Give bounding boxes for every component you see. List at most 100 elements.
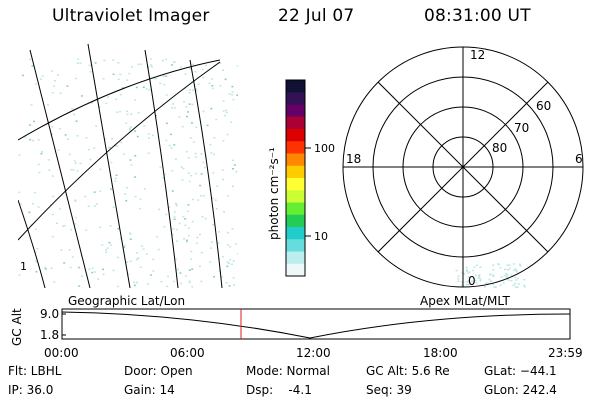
x-tick-00: 00:00 — [44, 346, 79, 360]
polar-label-80: 80 — [492, 141, 507, 155]
speckle — [106, 247, 109, 249]
speckle — [37, 206, 40, 208]
speckle — [116, 285, 119, 288]
speckle — [126, 110, 128, 113]
speckle — [200, 153, 203, 155]
speckle — [221, 255, 224, 258]
speckle — [133, 284, 136, 287]
speckle — [211, 241, 213, 243]
speckle — [112, 206, 115, 208]
speckle — [59, 92, 62, 94]
speckle — [209, 261, 212, 263]
speckle — [490, 280, 492, 282]
speckle — [79, 162, 82, 165]
speckle — [222, 110, 225, 113]
speckle — [479, 266, 482, 268]
speckle — [78, 285, 81, 287]
speckle — [184, 224, 187, 226]
speckle — [91, 271, 94, 274]
speckle — [33, 120, 35, 123]
speckle — [188, 92, 191, 94]
glat-info: GLat: −44.1 — [484, 364, 557, 378]
speckle — [455, 269, 458, 272]
speckle — [143, 125, 146, 127]
speckle — [232, 168, 234, 170]
speckle — [145, 253, 148, 255]
timeline-panel: 9.0 1.8 GC Alt Geographic Lat/Lon Apex M… — [10, 294, 571, 346]
speckle — [467, 280, 470, 282]
speckle — [29, 58, 32, 61]
speckle — [184, 73, 187, 75]
speckle — [73, 113, 76, 116]
speckle — [226, 265, 229, 268]
speckle — [135, 258, 138, 261]
speckle — [136, 252, 139, 254]
colorbar-segment — [286, 178, 305, 191]
speckle — [210, 107, 213, 110]
speckle — [506, 264, 509, 266]
speckle — [232, 260, 235, 262]
speckle — [142, 248, 145, 250]
speckle — [492, 275, 495, 277]
speckle — [506, 269, 509, 271]
speckle — [30, 104, 33, 106]
speckle — [187, 172, 190, 174]
speckle — [186, 241, 188, 243]
colorbar-segment — [286, 263, 305, 277]
speckle — [190, 250, 193, 253]
speckle — [192, 63, 195, 66]
speckle — [34, 251, 37, 253]
speckle — [211, 78, 214, 80]
speckle — [201, 68, 204, 71]
speckle — [134, 176, 137, 178]
speckle — [95, 125, 98, 127]
speckle — [180, 166, 183, 168]
time-label: 08:31:00 UT — [424, 6, 531, 26]
speckle — [499, 267, 502, 269]
speckle — [115, 174, 118, 176]
speckle — [175, 228, 178, 231]
speckle — [468, 271, 471, 273]
speckle — [157, 248, 160, 251]
speckle — [181, 179, 184, 181]
colorbar-segment — [286, 251, 305, 265]
speckle — [463, 273, 466, 275]
speckle — [173, 218, 176, 220]
speckle — [81, 95, 83, 97]
polar-label-18: 18 — [346, 152, 361, 166]
speckle — [489, 274, 492, 276]
speckle — [467, 283, 470, 286]
speckle — [204, 217, 207, 220]
speckle — [75, 120, 78, 122]
speckle — [231, 263, 233, 265]
speckle — [137, 63, 140, 66]
speckle — [171, 170, 174, 172]
speckle — [213, 276, 216, 278]
colorbar-tick-label-100: 100 — [314, 142, 335, 155]
speckle — [202, 76, 205, 79]
speckle — [494, 286, 497, 288]
speckle — [176, 240, 179, 242]
speckle — [222, 178, 224, 181]
speckle — [167, 275, 170, 278]
speckle — [165, 75, 168, 77]
speckle — [195, 90, 198, 92]
speckle — [88, 268, 91, 271]
speckle — [69, 266, 72, 269]
speckle — [195, 242, 198, 244]
speckle — [51, 92, 54, 94]
speckle — [172, 228, 175, 230]
speckle — [53, 80, 56, 82]
speckle — [52, 195, 55, 198]
speckle — [473, 266, 476, 268]
polar-label-6: 6 — [575, 152, 583, 166]
speckle — [231, 91, 234, 93]
speckle — [186, 115, 189, 118]
speckle — [112, 59, 115, 61]
speckle — [143, 188, 146, 190]
speckle — [226, 133, 229, 136]
speckle — [128, 127, 131, 130]
speckle — [165, 94, 168, 96]
speckle — [229, 246, 232, 248]
